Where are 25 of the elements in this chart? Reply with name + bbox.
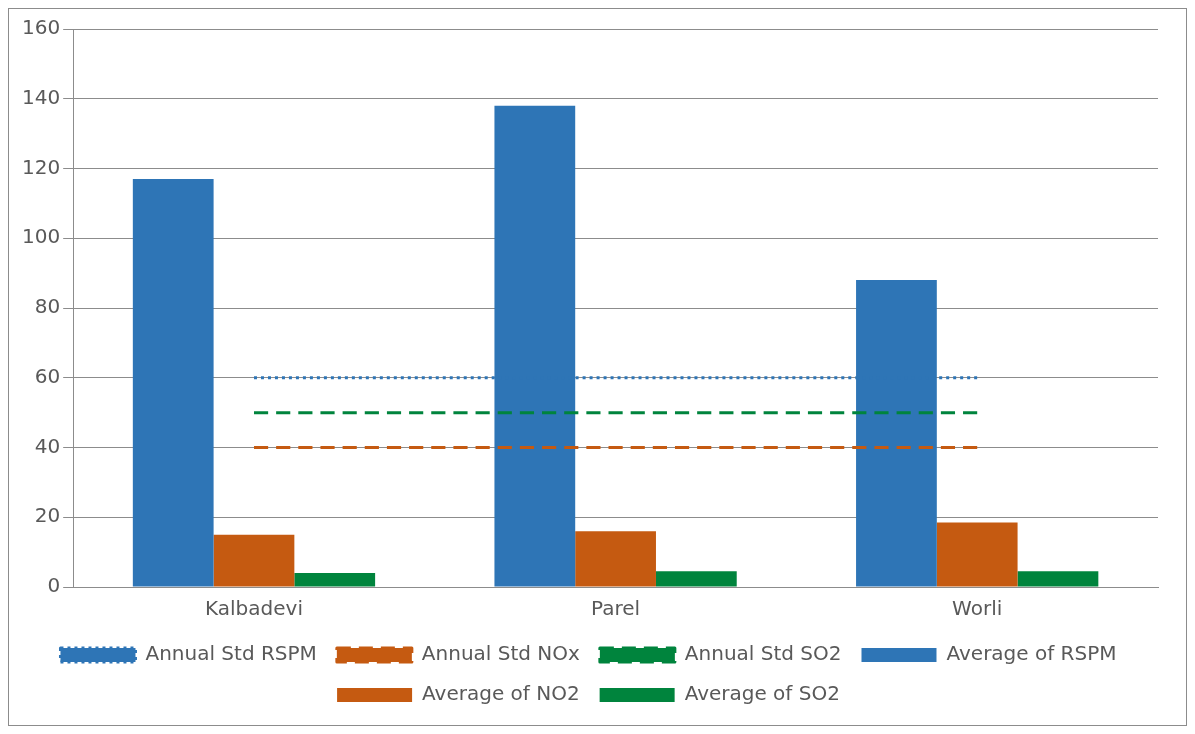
y-tick-label: 120 [21, 154, 61, 179]
legend-label: Average of SO2 [684, 681, 840, 706]
y-tick-label: 140 [21, 84, 61, 109]
legend-label: Average of NO2 [422, 681, 580, 706]
y-tick-label: 100 [21, 224, 61, 249]
y-tick-label: 60 [34, 363, 61, 388]
bar [936, 522, 1018, 587]
y-tick-label: 20 [34, 503, 61, 528]
y-tick-label: 80 [34, 294, 61, 319]
bar [132, 178, 214, 587]
y-tick-label: 160 [21, 15, 61, 40]
bar [213, 534, 295, 587]
bar [575, 531, 656, 587]
y-tick-label: 40 [34, 433, 61, 458]
bar [1017, 571, 1099, 587]
legend-label: Annual Std RSPM [145, 641, 317, 666]
legend-label: Average of RSPM [946, 641, 1117, 666]
x-tick-label: Kalbadevi [205, 596, 303, 621]
bar [655, 571, 737, 587]
x-tick-label: Parel [591, 596, 641, 621]
x-tick-label: Worli [952, 596, 1003, 621]
bar [294, 573, 376, 587]
y-tick-label: 0 [47, 573, 61, 598]
legend-label: Annual Std NOx [421, 641, 581, 666]
legend-label: Annual Std SO2 [684, 641, 842, 666]
